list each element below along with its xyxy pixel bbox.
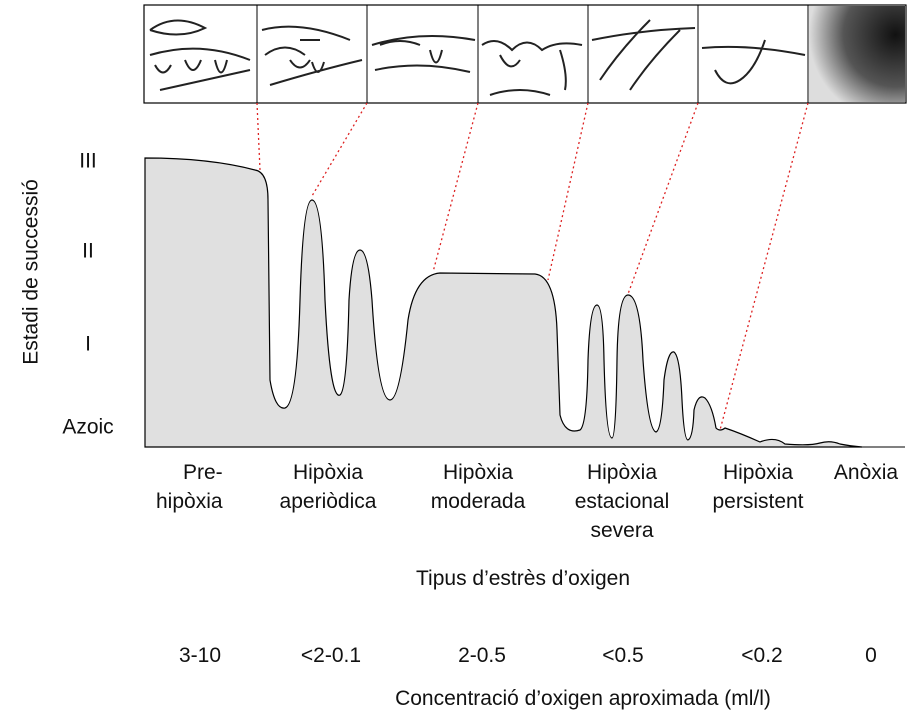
- stress-label: Hipòxia: [293, 461, 363, 484]
- concentration-labels: 3-10 <2-0.1 2-0.5 <0.5 <0.2 0: [179, 644, 877, 667]
- strip: [144, 5, 906, 103]
- y-level: Azoic: [62, 416, 113, 439]
- stress-label: Pre-: [183, 461, 223, 484]
- diagram: Estadi de successió III II I Azoic Pre- …: [0, 0, 908, 713]
- stress-label: persistent: [712, 490, 803, 513]
- stress-label: hipòxia: [156, 490, 223, 513]
- stress-label: Hipòxia: [723, 461, 793, 484]
- illustrations: [144, 5, 906, 103]
- concentration: <0.2: [741, 644, 782, 667]
- y-level: II: [82, 240, 94, 263]
- stress-label: estacional: [575, 490, 670, 513]
- stress-label: severa: [590, 519, 653, 542]
- concentration: 3-10: [179, 644, 221, 667]
- concentration-title: Concentració d’oxigen aproximada (ml/l): [395, 687, 771, 710]
- y-axis-title: Estadi de successió: [20, 179, 43, 365]
- y-level: I: [85, 333, 91, 356]
- concentration: <0.5: [602, 644, 643, 667]
- stress-label: moderada: [431, 490, 526, 513]
- concentration: 2-0.5: [458, 644, 506, 667]
- stress-labels: Pre- hipòxia Hipòxia aperiòdica Hipòxia …: [156, 461, 898, 542]
- anoxia-sediment: [809, 6, 905, 102]
- y-level: III: [79, 150, 97, 173]
- concentration: <2-0.1: [301, 644, 361, 667]
- stress-label: Hipòxia: [443, 461, 513, 484]
- stress-label: Hipòxia: [587, 461, 657, 484]
- stress-title: Tipus d’estrès d’oxigen: [416, 567, 630, 590]
- stress-label: aperiòdica: [280, 490, 377, 513]
- stress-label: Anòxia: [834, 461, 899, 484]
- concentration: 0: [865, 644, 877, 667]
